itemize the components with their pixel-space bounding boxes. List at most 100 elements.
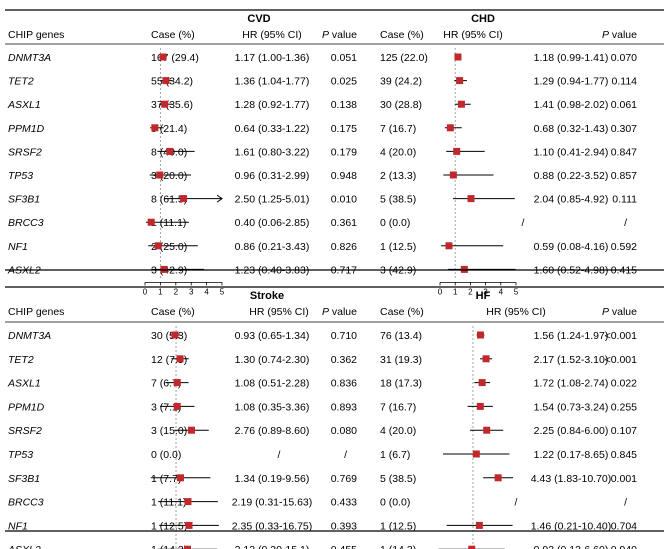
case-value: 7 (16.7) xyxy=(380,401,416,413)
p-value: 0.847 xyxy=(611,146,637,158)
hr-value: 1.17 (1.00-1.36) xyxy=(235,52,310,64)
case-value: 1 (11.1) xyxy=(151,217,186,229)
case-value: 4 (20.0) xyxy=(380,425,416,437)
header-case: Case (%) xyxy=(380,29,424,41)
hr-point xyxy=(184,498,192,506)
hr-point xyxy=(180,195,187,203)
header-hr: HR (95% CI) xyxy=(443,29,503,41)
hr-point xyxy=(468,545,476,549)
hr-point xyxy=(154,242,162,250)
gene-label: TET2 xyxy=(8,76,34,88)
header-p-value: P value xyxy=(322,29,357,41)
hr-value: 0.96 (0.31-2.99) xyxy=(235,170,310,182)
hr-value: 0.93 (0.65-1.34) xyxy=(235,330,310,342)
p-value: 0.255 xyxy=(611,401,637,413)
hr-point xyxy=(467,195,475,203)
hr-point xyxy=(476,402,484,410)
case-value: 0 (0.0) xyxy=(151,449,181,461)
case-value: 125 (22.0) xyxy=(380,52,428,64)
case-value: 0 (0.0) xyxy=(380,217,410,229)
p-value: 0.455 xyxy=(331,544,357,549)
hr-point xyxy=(166,147,174,155)
x-tick-label: 2 xyxy=(468,287,473,296)
p-value: 0.948 xyxy=(331,170,357,182)
hr-value: 0.88 (0.22-3.52) xyxy=(534,170,609,182)
gene-label: SF3B1 xyxy=(8,473,40,485)
hr-point xyxy=(173,379,181,387)
hr-value: 1.18 (0.99-1.41) xyxy=(534,52,609,64)
hr-value: / xyxy=(522,217,525,229)
case-value: 1 (14.3) xyxy=(151,544,187,549)
hr-point xyxy=(449,171,457,179)
case-value: 18 (17.3) xyxy=(380,378,422,390)
header-case: Case (%) xyxy=(151,29,195,41)
p-value: 0.025 xyxy=(331,76,357,88)
x-tick-label: 4 xyxy=(204,287,209,296)
gene-label: PPM1D xyxy=(8,123,45,135)
hr-value: 1.10 (0.41-2.94) xyxy=(534,146,609,158)
hr-value: 0.40 (0.06-2.85) xyxy=(235,217,310,229)
hr-value: 1.29 (0.94-1.77) xyxy=(534,76,609,88)
p-value: 0.826 xyxy=(331,241,357,253)
hr-value: 1.56 (1.24-1.97) xyxy=(534,330,609,342)
p-value: 0.138 xyxy=(331,99,357,111)
hr-value: 1.22 (0.17-8.65) xyxy=(534,449,609,461)
case-value: 37 (35.6) xyxy=(151,99,193,111)
x-tick-label: 5 xyxy=(220,287,225,296)
hr-value: 2.12 (0.30-15.1) xyxy=(235,544,310,549)
gene-label: TP53 xyxy=(8,449,33,461)
p-value: 0.769 xyxy=(331,473,357,485)
panel-title: CVD xyxy=(247,13,270,25)
hr-point xyxy=(472,450,480,458)
x-tick-label: 2 xyxy=(174,287,179,296)
hr-point xyxy=(147,218,155,226)
case-value: 5 (38.5) xyxy=(380,473,416,485)
gene-label: BRCC3 xyxy=(8,497,44,509)
p-value: 0.592 xyxy=(611,241,637,253)
p-value: 0.051 xyxy=(331,52,357,64)
hr-point xyxy=(453,147,461,155)
hr-value: 1.34 (0.19-9.56) xyxy=(235,473,310,485)
p-value: 0.940 xyxy=(611,544,637,549)
p-value: / xyxy=(344,449,347,461)
p-value: / xyxy=(624,217,627,229)
gene-label: TET2 xyxy=(8,354,34,366)
hr-value: / xyxy=(278,449,281,461)
case-value: 76 (13.4) xyxy=(380,330,422,342)
gene-label: DNMT3A xyxy=(8,52,51,64)
hr-value: 2.50 (1.25-5.01) xyxy=(235,194,310,206)
hr-value: 1.54 (0.73-3.24) xyxy=(534,401,609,413)
hr-point xyxy=(456,77,464,85)
case-value: 167 (29.4) xyxy=(151,52,199,64)
hr-value: 1.08 (0.51-2.28) xyxy=(235,378,310,390)
header-hr: HR (95% CI) xyxy=(249,306,309,318)
panel-title: HF xyxy=(476,290,491,302)
hr-value: 0.68 (0.32-1.43) xyxy=(534,123,609,135)
hr-point xyxy=(446,124,454,132)
case-value: 1 (7.7) xyxy=(151,473,181,485)
p-value: 0.107 xyxy=(611,425,637,437)
p-value: <0.001 xyxy=(605,354,638,366)
x-tick-label: 0 xyxy=(143,287,148,296)
p-value: 0.393 xyxy=(331,520,357,532)
p-value: 0.010 xyxy=(331,194,357,206)
hr-point xyxy=(173,402,181,410)
hr-point xyxy=(457,100,465,108)
p-value: 0.433 xyxy=(331,497,357,509)
case-value: 1 (12.5) xyxy=(380,520,416,532)
hr-point xyxy=(176,474,184,482)
header-hr: HR (95% CI) xyxy=(242,29,302,41)
case-value: 7 (16.7) xyxy=(380,123,416,135)
header-hr: HR (95% CI) xyxy=(486,306,546,318)
x-tick-label: 5 xyxy=(514,287,519,296)
case-value: 1 (14.3) xyxy=(380,544,416,549)
hr-value: 1.08 (0.35-3.36) xyxy=(235,401,310,413)
p-value: 0.857 xyxy=(611,170,637,182)
p-value: 0.362 xyxy=(331,354,357,366)
case-value: 39 (24.2) xyxy=(380,76,422,88)
hr-value: 2.25 (0.84-6.00) xyxy=(534,425,609,437)
gene-label: BRCC3 xyxy=(8,217,44,229)
case-value: 0 (0.0) xyxy=(380,497,410,509)
case-value: 9 (21.4) xyxy=(151,123,187,135)
p-value: 0.070 xyxy=(611,52,637,64)
